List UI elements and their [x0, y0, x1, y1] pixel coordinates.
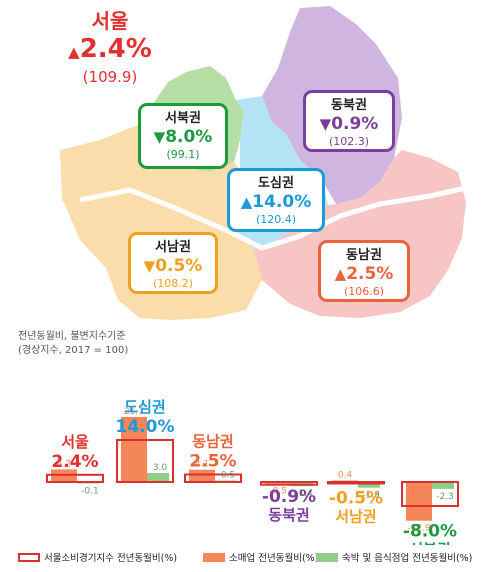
seonam-change: 0.5%	[155, 256, 203, 276]
lodging-bar	[358, 482, 380, 488]
note-line-1: 전년동월비, 불변지수기준	[18, 331, 126, 342]
legend-item-lodging: 숙박 및 음식점업 전년동월비(%)	[316, 550, 472, 564]
category-name-label: 동북권	[268, 506, 309, 524]
lodging-value-label: -1.9	[362, 491, 380, 501]
retail-value-label: -12.9	[407, 524, 431, 534]
legend-swatch-lodging	[316, 552, 338, 562]
category-name-label: 서북권	[409, 541, 450, 545]
seonam-index: (108.2)	[152, 277, 194, 290]
han-river	[79, 185, 467, 251]
retail-value-label: 0.4	[338, 471, 353, 481]
lodging-value-label: -2.3	[436, 492, 454, 502]
category-change-label: 2.5%	[189, 452, 236, 472]
index-bar	[184, 473, 242, 483]
legend-swatch-retail	[203, 552, 225, 562]
retail-value-label: 21.7	[124, 407, 144, 417]
seoul-index: (109.9)	[82, 68, 138, 86]
category-name-label: 동남권	[192, 433, 233, 451]
retail-bar	[121, 416, 147, 482]
category-name-label: 도심권	[124, 398, 165, 416]
dosim-change: 14.0%	[252, 192, 312, 212]
dosim-name: 도심권	[258, 176, 294, 191]
dongbuk-box: 동북권 ▼0.9% (102.3)	[303, 90, 395, 152]
lodging-bar	[147, 473, 169, 482]
retail-bar	[406, 482, 432, 521]
lodging-value-label: -1.4	[295, 489, 313, 499]
category-change-label: 14.0%	[116, 417, 175, 437]
dongnam-name: 동남권	[346, 248, 382, 263]
arrow-up-icon: ▲	[68, 43, 80, 61]
dosim-box: 도심권 ▲14.0% (120.4)	[227, 168, 325, 232]
seobuk-name: 서북권	[165, 111, 201, 126]
dongbuk-index: (102.3)	[328, 135, 370, 148]
dongnam-index: (106.6)	[343, 285, 385, 298]
chart-legend: 서울소비경기지수 전년동월비(%) 소매업 전년동월비(%) 숙박 및 음식점업…	[18, 548, 488, 566]
arrow-up-icon: ▲	[240, 193, 253, 211]
legend-label-retail: 소매업 전년동월비(%)	[229, 553, 319, 564]
index-bar	[327, 481, 385, 485]
dongnam-box: 동남권 ▲2.5% (106.6)	[318, 240, 410, 302]
seobuk-change: 8.0%	[165, 127, 213, 147]
seoul-name: 서울	[91, 9, 129, 33]
legend-label-lodging: 숙박 및 음식점업 전년동월비(%)	[342, 553, 473, 564]
legend-swatch-index	[18, 552, 40, 562]
seonam-box: 서남권 ▼0.5% (108.2)	[128, 232, 218, 294]
category-change-label: -0.9%	[262, 487, 316, 507]
dongbuk-name: 동북권	[331, 98, 367, 113]
category-change-label: 2.4%	[51, 452, 98, 472]
category-name-label: 서울	[61, 433, 89, 451]
seonam-name: 서남권	[155, 240, 191, 255]
legend-item-index: 서울소비경기지수 전년동월비(%)	[18, 550, 177, 564]
arrow-down-icon: ▼	[143, 257, 156, 275]
seoul-change: 2.4%	[79, 34, 152, 64]
retail-value-label: 4.1	[195, 460, 209, 470]
index-bar	[46, 473, 104, 484]
lodging-value-label: -0.1	[81, 487, 99, 497]
dongnam-area	[254, 150, 466, 318]
lodging-value-label: 3.0	[153, 463, 168, 473]
arrow-down-icon: ▼	[319, 115, 332, 133]
seoul-headline: 서울 ▲2.4% (109.9)	[55, 8, 165, 87]
lodging-bar	[432, 482, 454, 489]
lodging-value-label: 0.5	[221, 471, 235, 481]
category-change-label: -0.5%	[329, 489, 383, 509]
dongbuk-change: 0.9%	[331, 114, 379, 134]
index-bar	[401, 481, 459, 507]
dosim-index: (120.4)	[255, 213, 297, 226]
legend-item-retail: 소매업 전년동월비(%)	[203, 550, 318, 564]
chart-note: 전년동월비, 불변지수기준 (경상지수, 2017 = 100)	[18, 330, 128, 358]
index-bar	[116, 439, 174, 483]
seobuk-index: (99.1)	[166, 148, 200, 161]
legend-label-index: 서울소비경기지수 전년동월비(%)	[44, 553, 178, 564]
note-line-2: (경상지수, 2017 = 100)	[18, 345, 129, 356]
dongnam-change: 2.5%	[346, 264, 394, 284]
retail-bar	[189, 469, 215, 482]
category-name-label: 서남권	[335, 508, 376, 526]
index-bar	[260, 481, 318, 486]
retail-value-label: -0.5	[269, 487, 287, 497]
category-change-label: -8.0%	[403, 522, 457, 542]
seobuk-box: 서북권 ▼8.0% (99.1)	[138, 103, 228, 169]
arrow-up-icon: ▲	[334, 265, 347, 283]
retail-value-label: 4.2	[57, 459, 71, 469]
arrow-down-icon: ▼	[153, 128, 166, 146]
